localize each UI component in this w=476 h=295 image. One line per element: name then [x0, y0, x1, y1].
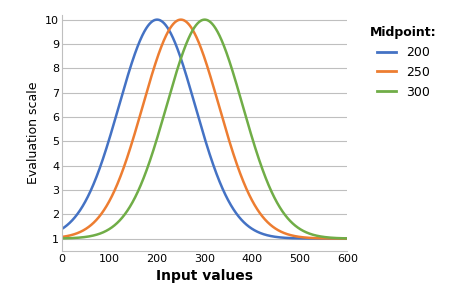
- Y-axis label: Evaluation scale: Evaluation scale: [27, 81, 40, 184]
- X-axis label: Input values: Input values: [156, 269, 253, 283]
- Legend: 200, 250, 300: 200, 250, 300: [365, 21, 442, 104]
